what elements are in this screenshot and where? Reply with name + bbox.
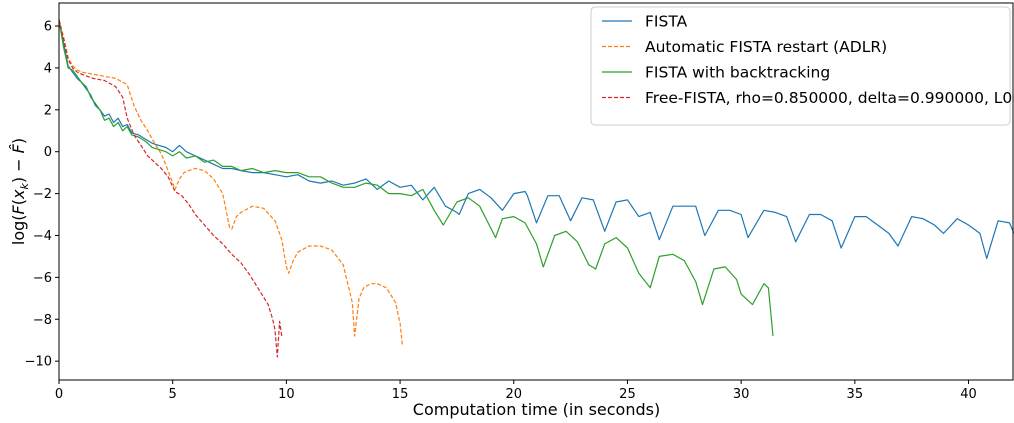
y-axis-title: log(F(xk) − F̂) xyxy=(9,138,31,245)
y-axis: 6 4 2 0 −2 −4 −6 −8 −10 xyxy=(25,20,59,370)
legend-label: Free-FISTA, rho=0.850000, delta=0.990000… xyxy=(645,89,1014,107)
series-line-3 xyxy=(58,19,283,358)
y-tick-label: −6 xyxy=(33,271,52,286)
series-line-2 xyxy=(58,19,774,337)
x-tick-label: 0 xyxy=(55,387,63,402)
y-tick-label: 2 xyxy=(44,103,52,118)
legend-label: FISTA with backtracking xyxy=(645,64,830,82)
y-tick-label: 6 xyxy=(44,20,52,35)
x-tick-label: 25 xyxy=(619,387,636,402)
y-tick-label: −4 xyxy=(33,229,52,244)
legend-label: FISTA xyxy=(645,13,688,31)
x-tick-label: 10 xyxy=(278,387,295,402)
series-line-1 xyxy=(58,19,403,345)
x-tick-label: 20 xyxy=(505,387,522,402)
x-tick-label: 40 xyxy=(960,387,977,402)
legend-box xyxy=(590,6,1011,126)
legend-label: Automatic FISTA restart (ADLR) xyxy=(645,38,887,56)
y-tick-label: −10 xyxy=(25,355,52,370)
x-axis: 0 5 10 15 20 25 30 35 40 xyxy=(55,380,977,402)
y-tick-label: −2 xyxy=(33,187,52,202)
x-tick-label: 5 xyxy=(169,387,177,402)
plot-frame xyxy=(58,2,1014,381)
x-axis-title: Computation time (in seconds) xyxy=(413,400,660,419)
x-tick-label: 30 xyxy=(733,387,750,402)
x-tick-label: 35 xyxy=(847,387,864,402)
y-tick-label: −8 xyxy=(33,313,52,328)
legend: FISTA Automatic FISTA restart (ADLR) FISTA… xyxy=(590,6,1014,126)
plot-lines xyxy=(58,19,1014,358)
x-tick-label: 15 xyxy=(392,387,409,402)
series-line-0 xyxy=(58,19,1014,260)
y-tick-label: 0 xyxy=(44,145,52,160)
y-tick-label: 4 xyxy=(44,61,52,76)
